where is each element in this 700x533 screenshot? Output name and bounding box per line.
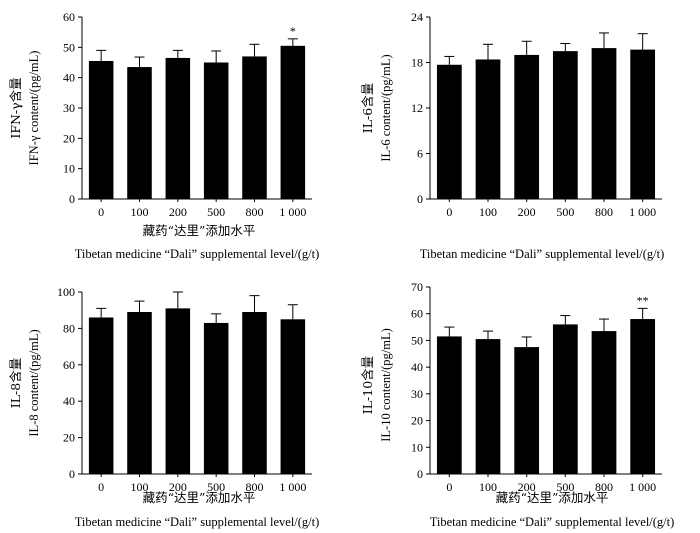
x-tick-label: 200 <box>169 480 187 494</box>
bar <box>280 319 306 474</box>
xlabel: Tibetan medicine “Dali” supplemental lev… <box>430 515 675 529</box>
x-tick-label: 0 <box>446 205 452 219</box>
bar <box>127 312 152 474</box>
bar <box>630 319 656 474</box>
bar <box>475 59 501 199</box>
xlabel-cn: 藏药“达里”添加水平 <box>143 223 256 238</box>
y-tick-label: 80 <box>63 321 75 335</box>
x-tick-label: 1 000 <box>279 205 306 219</box>
xlabel: Tibetan medicine “Dali” supplemental lev… <box>75 515 320 529</box>
x-tick-label: 500 <box>556 480 574 494</box>
ylabel: IL-10 content/(pg/mL) <box>379 328 393 442</box>
bar <box>591 48 617 199</box>
x-tick-label: 800 <box>595 205 613 219</box>
y-tick-label: 60 <box>411 307 423 321</box>
significance-marker: ** <box>637 293 649 307</box>
x-tick-label: 1 000 <box>629 205 656 219</box>
x-tick-label: 0 <box>98 205 104 219</box>
x-tick-label: 100 <box>131 205 149 219</box>
bar <box>88 317 114 474</box>
y-tick-label: 10 <box>411 440 423 454</box>
y-tick-label: 40 <box>411 360 423 374</box>
y-tick-label: 0 <box>69 467 75 481</box>
y-tick-label: 40 <box>63 71 75 85</box>
y-tick-label: 18 <box>411 56 423 70</box>
bar <box>475 339 501 474</box>
y-tick-label: 20 <box>63 431 75 445</box>
xlabel-cn: 藏药“达里”添加水平 <box>496 490 609 505</box>
bar <box>88 60 114 199</box>
x-tick-label: 200 <box>518 205 536 219</box>
xlabel: Tibetan medicine “Dali” supplemental lev… <box>420 247 665 261</box>
y-tick-label: 20 <box>411 414 423 428</box>
y-tick-label: 70 <box>411 280 423 294</box>
bar <box>514 347 540 474</box>
bar <box>552 51 578 199</box>
bar <box>591 331 617 474</box>
y-tick-label: 100 <box>57 285 75 299</box>
xlabel: Tibetan medicine “Dali” supplemental lev… <box>75 247 320 261</box>
y-tick-label: 50 <box>63 40 75 54</box>
ylabel-cn: IFN-γ含量 <box>8 77 23 138</box>
y-tick-label: 0 <box>69 192 75 206</box>
x-tick-label: 1 000 <box>629 480 656 494</box>
bar <box>242 56 267 199</box>
bar <box>436 64 462 200</box>
bar <box>165 57 191 200</box>
x-tick-label: 0 <box>98 480 104 494</box>
x-tick-label: 1 000 <box>279 480 306 494</box>
bar <box>127 67 152 199</box>
bar <box>242 312 267 474</box>
y-tick-label: 30 <box>411 387 423 401</box>
x-tick-label: 200 <box>518 480 536 494</box>
bar <box>203 62 229 199</box>
bar <box>165 308 191 474</box>
panel-ifn-gamma: * 0 10 20 30 40 50 60 0 100 200 500 800 1 000 IFN-γ… <box>8 10 319 261</box>
x-tick-label: 0 <box>446 480 452 494</box>
x-tick-label: 100 <box>479 480 497 494</box>
ylabel: IL-6 content/(pg/mL) <box>379 54 393 161</box>
x-tick-label: 500 <box>207 205 225 219</box>
y-tick-label: 60 <box>63 10 75 24</box>
significance-marker: * <box>290 24 296 38</box>
panel-il-8: 0 20 40 60 80 100 0 100 200 500 800 1 000 IL-8含量 I… <box>8 285 319 529</box>
y-tick-label: 0 <box>417 467 423 481</box>
ylabel-cn: IL-10含量 <box>360 356 375 414</box>
y-tick-label: 20 <box>63 131 75 145</box>
y-tick-label: 50 <box>411 333 423 347</box>
ylabel: IFN-γ content/(pg/mL) <box>27 51 41 166</box>
bar <box>203 322 229 474</box>
y-tick-label: 0 <box>417 192 423 206</box>
y-tick-label: 12 <box>411 101 423 115</box>
x-tick-label: 500 <box>556 205 574 219</box>
xlabel-cn: 藏药“达里”添加水平 <box>143 490 256 505</box>
bar <box>552 324 578 474</box>
x-tick-label: 800 <box>595 480 613 494</box>
ylabel: IL-8 content/(pg/mL) <box>27 329 41 436</box>
ylabel-cn: IL-6含量 <box>360 83 375 133</box>
panel-il-6: 0 6 12 18 24 0 100 200 500 800 1 000 IL-6含量 IL-6 … <box>360 10 664 261</box>
x-tick-label: 500 <box>207 480 225 494</box>
y-tick-label: 10 <box>63 162 75 176</box>
y-tick-label: 60 <box>63 358 75 372</box>
bar <box>630 49 656 199</box>
bar <box>436 336 462 474</box>
bar <box>514 54 540 199</box>
bar <box>280 45 306 199</box>
y-tick-label: 24 <box>411 10 423 24</box>
y-tick-label: 6 <box>417 147 423 161</box>
x-tick-label: 800 <box>246 205 264 219</box>
x-tick-label: 100 <box>131 480 149 494</box>
y-tick-label: 40 <box>63 394 75 408</box>
x-tick-label: 800 <box>246 480 264 494</box>
x-tick-label: 200 <box>169 205 187 219</box>
ylabel-cn: IL-8含量 <box>8 358 23 408</box>
x-tick-label: 100 <box>479 205 497 219</box>
panel-il-10: ** 0 10 20 30 40 50 60 70 0 100 200 500 800 1 000 IL… <box>360 280 674 529</box>
y-tick-label: 30 <box>63 101 75 115</box>
